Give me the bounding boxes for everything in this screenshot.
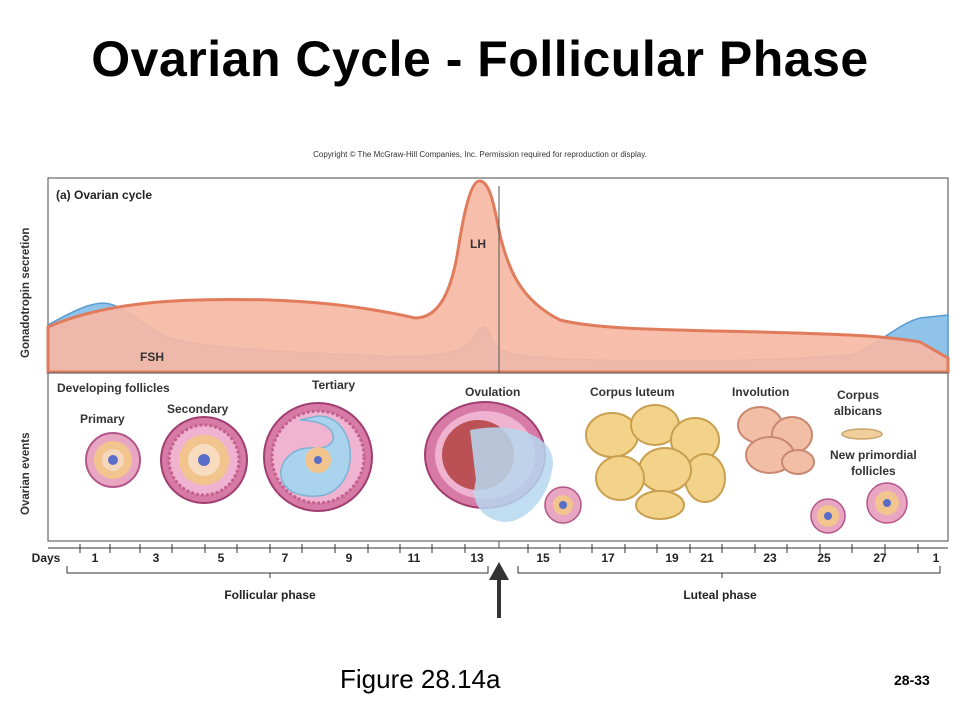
day-tick: 9 [345,551,353,565]
day-tick: 3 [152,551,160,565]
day-axis [48,544,948,553]
day-tick: 1 [932,551,940,565]
tertiary-follicle [263,402,373,512]
day-tick: 7 [281,551,289,565]
day-tick: 5 [217,551,225,565]
day-tick: 1 [91,551,99,565]
panel-label: (a) Ovarian cycle [56,188,153,202]
days-label: Days [31,551,61,565]
day-tick: 17 [601,551,615,565]
fsh-label: FSH [140,350,164,364]
luteal-phase-label: Luteal phase [683,588,757,602]
copyright-notice: Copyright © The McGraw-Hill Companies, I… [313,150,647,159]
follicular-phase-label: Follicular phase [224,588,316,602]
ovarian-events-axis-label: Ovarian events [20,432,32,515]
day-tick: 23 [763,551,777,565]
developing-follicles-label: Developing follicles [57,381,170,395]
day-tick: 15 [536,551,550,565]
secondary-label: Secondary [167,402,229,416]
day-tick: 25 [817,551,831,565]
lh-label: LH [470,237,486,251]
lh-curve [46,179,950,374]
involution-label: Involution [732,385,790,399]
day-tick: 13 [470,551,484,565]
day-tick: 21 [700,551,714,565]
ovulation-arrow [489,562,509,618]
ovarian-events-panel [47,372,949,542]
new-primordial-follicles [810,482,908,534]
corpus-albicans-label: Corpus albicans [834,388,883,418]
day-tick: 19 [665,551,679,565]
involution-body [737,406,815,475]
day-tick: 11 [407,551,421,565]
slide-title: Ovarian Cycle - Follicular Phase [91,31,869,87]
page-number: 28-33 [894,672,930,688]
ovulation-label: Ovulation [465,385,521,399]
figure-caption: Figure 28.14a [340,664,501,694]
primary-follicle [85,432,141,488]
day-tick: 27 [873,551,887,565]
phase-brackets [66,566,941,578]
gonadotropin-panel [46,177,950,548]
primary-label: Primary [80,412,125,426]
ovulating-follicle [424,401,582,524]
new-primordial-label: New primordial follicles [830,448,917,478]
corpus-luteum [585,404,726,520]
corpus-albicans [841,428,883,440]
secondary-follicle [160,416,248,504]
tertiary-label: Tertiary [312,378,356,392]
gonadotropin-axis-label: Gonadotropin secretion [20,227,32,358]
corpus-luteum-label: Corpus luteum [590,385,675,399]
